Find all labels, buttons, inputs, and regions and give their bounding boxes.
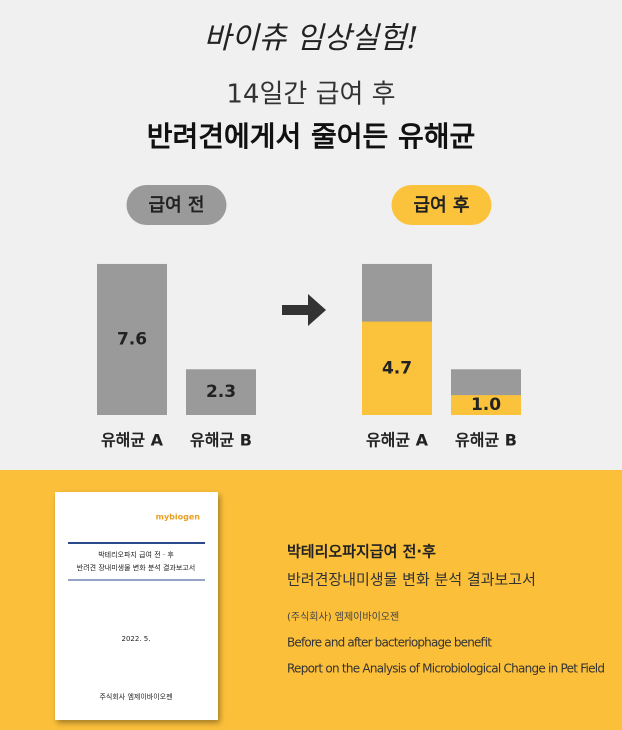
report-company: (주식회사) 엠제이바이오젠 bbox=[287, 611, 399, 623]
doc-title: 반려견 장내미생물 변화 분석 결과보고서 bbox=[77, 563, 195, 572]
bar bbox=[186, 369, 256, 415]
category-label: 유해균 A bbox=[366, 431, 429, 450]
bar bbox=[97, 263, 167, 415]
value-label: 7.6 bbox=[117, 329, 147, 349]
doc-date: 2022. 5. bbox=[122, 635, 151, 643]
top-background bbox=[0, 0, 622, 470]
report-english: Report on the Analysis of Microbiologica… bbox=[287, 662, 605, 676]
subtitle: 14일간 급여 후 bbox=[226, 80, 395, 110]
pill bbox=[126, 185, 227, 225]
doc-company: 주식회사 엠제이바이오젠 bbox=[99, 692, 172, 701]
charts: 급여 전 7.6 유해균 A 2.3 유해균 B 급여 후 4.7 유해균 A 1.0 유해균 B bbox=[97, 185, 521, 450]
value-label: 1.0 bbox=[471, 395, 501, 415]
doc-title: 박테리오파지 급여 전 · 후 bbox=[98, 550, 174, 559]
tagline: 바이츄 임상실험! bbox=[204, 21, 419, 56]
bar bbox=[362, 321, 432, 415]
report-english: Before and after bacteriophage benefit bbox=[287, 636, 492, 650]
arrow bbox=[282, 294, 326, 326]
doc-logo: mybiogen bbox=[156, 513, 201, 522]
value-label: 4.7 bbox=[382, 358, 412, 378]
pill-label: 급여 전 bbox=[149, 195, 205, 216]
pill-label: 급여 후 bbox=[414, 195, 470, 216]
category-label: 유해균 A bbox=[101, 431, 164, 450]
report-subtitle: 반려견장내미생물 변화 분석 결과보고서 bbox=[287, 571, 536, 589]
bar bbox=[451, 395, 521, 415]
category-label: 유해균 B bbox=[455, 431, 517, 450]
title: 반려견에게서 줄어든 유해균 bbox=[147, 120, 476, 153]
report-title: 박테리오파지급여 전·후 bbox=[287, 543, 436, 561]
value-label: 2.3 bbox=[206, 382, 236, 402]
category-label: 유해균 B bbox=[190, 431, 252, 450]
pill bbox=[391, 185, 492, 225]
report-document bbox=[55, 492, 218, 720]
